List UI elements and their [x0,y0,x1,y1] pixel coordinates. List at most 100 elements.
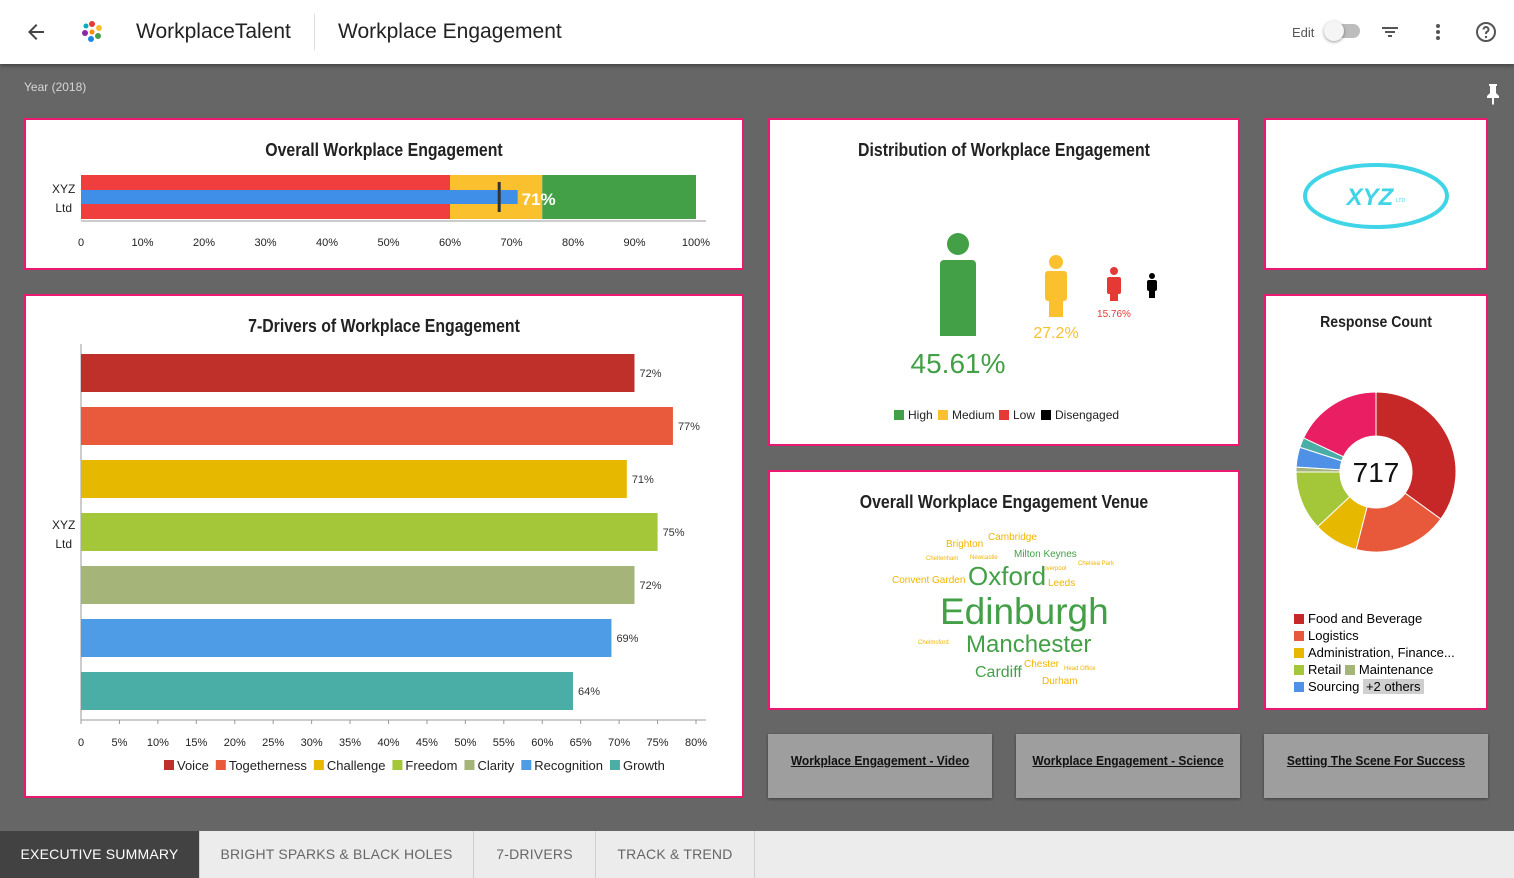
donut-slice [1375,391,1457,520]
person-low-icon [1107,267,1121,301]
x-tick-label: 70% [500,237,522,249]
legend-swatch [313,760,324,770]
x-tick-label: 20% [224,737,246,749]
pin-icon[interactable] [1484,83,1502,105]
tab-7-drivers[interactable]: 7-DRIVERS [474,831,596,878]
legend-label: Maintenance [1358,662,1434,677]
tab-executive-summary[interactable]: EXECUTIVE SUMMARY [0,831,200,878]
word-leeds: Leeds [1048,578,1075,589]
x-tick-label: 90% [623,237,645,249]
tab-bright-sparks[interactable]: BRIGHT SPARKS & BLACK HOLES [200,831,474,878]
overall-row-label: XYZ Ltd [52,180,75,218]
word-cardiff: Cardiff [975,664,1022,681]
x-tick-label: 0 [78,737,84,749]
word-cheltenham: Cheltenham [926,556,958,562]
logo-card: XYZ LTD [1264,118,1488,270]
legend-label: Clarity [477,758,514,773]
bar-value-label: 72% [640,368,662,380]
word-manchester: Manchester [966,631,1091,658]
help-icon[interactable] [1474,20,1498,44]
legend-label: Retail [1308,662,1342,677]
legend-label: Food and Beverage [1308,611,1423,626]
x-tick-label: 75% [647,737,669,749]
overall-bullet-chart: 71% 0 10% 20% 30% 40% 50% 60% 70% 80% 90% 100% [78,175,710,249]
x-tick-label: 10% [147,737,169,749]
band [542,175,696,219]
more-others-button[interactable]: +2 others [1362,679,1424,694]
tab-track-trend[interactable]: TRACK & TREND [596,831,755,878]
x-tick-label: 60% [531,737,553,749]
legend-label: Voice [177,758,209,773]
low-value-label: 15.76% [1097,309,1131,320]
bar-growth [81,672,573,710]
overall-row-label-line2: Ltd [55,201,72,215]
x-tick-label: 5% [111,737,127,749]
response-legend-item: Logistics [1294,627,1455,644]
x-tick-label: 15% [185,737,207,749]
bar-voice [81,354,635,392]
bar-value-label: 77% [678,421,700,433]
distribution-title: Distribution of Workplace Engagement [858,140,1150,160]
response-legend: Food and Beverage Logistics Administrati… [1294,610,1455,695]
word-brighton: Brighton [946,539,983,550]
top-bar: WorkplaceTalent Workplace Engagement Edi… [0,0,1514,64]
x-tick-label: 65% [570,737,592,749]
filter-icon[interactable] [1378,20,1402,44]
drivers-row-label: XYZ Ltd [52,516,76,554]
venue-title: Overall Workplace Engagement Venue [859,492,1149,512]
xyz-logo: XYZ LTD [1303,163,1449,229]
science-link-card[interactable]: Workplace Engagement - Science [1016,734,1240,798]
word-milton-keynes: Milton Keynes [1014,549,1077,560]
legend-low-label: Low [1013,408,1036,422]
legend-medium-label: Medium [952,408,995,422]
venue-word-cloud: Cambridge Brighton Cheltenham Newcastle … [892,532,1115,687]
bar-freedom [81,513,658,551]
legend-label: Challenge [327,758,386,773]
distribution-card: Distribution of Workplace Engagement 45.… [768,118,1240,446]
donut-total: 717 [1353,457,1400,488]
bar-value-label: 64% [578,686,600,698]
x-tick-label: 80% [685,737,707,749]
science-link[interactable]: Workplace Engagement - Science [1032,753,1224,768]
word-head-office: Head Office [1064,666,1096,672]
legend-swatch [609,760,620,770]
legend-swatch [215,760,226,770]
high-value-label: 45.61% [911,348,1006,379]
legend-label: Growth [623,758,665,773]
logo-subtext: LTD [1396,198,1405,204]
x-tick-label: 80% [562,237,584,249]
person-medium-icon [1045,255,1067,317]
overall-engagement-title: Overall Workplace Engagement [265,140,503,160]
bar-togetherness [81,407,673,445]
bar-recognition [81,619,612,657]
edit-label: Edit [1292,25,1315,40]
x-tick-label: 50% [377,237,399,249]
word-newcastle: Newcastle [970,555,998,561]
x-tick-label: 45% [416,737,438,749]
legend-label: Freedom [405,758,457,773]
response-donut-chart: 717 [1295,391,1457,553]
target-marker [497,182,501,212]
legend-label: Logistics [1308,628,1359,643]
word-convent-garden: Convent Garden [892,575,965,586]
drivers-row-label-line2: Ltd [55,537,72,551]
video-link-card[interactable]: Workplace Engagement - Video [768,734,992,798]
word-chester: Chester [1024,659,1060,670]
person-disengaged-icon [1147,273,1157,298]
bar-challenge [81,460,627,498]
success-link[interactable]: Setting The Scene For Success [1286,753,1466,768]
success-link-card[interactable]: Setting The Scene For Success [1264,734,1488,798]
distribution-chart: 45.61% 27.2% 15.76% [911,233,1157,379]
year-filter[interactable]: Year (2018) [24,80,87,94]
edit-toggle[interactable] [1324,21,1360,41]
drivers-row-label-line1: XYZ [52,518,76,532]
back-arrow-icon[interactable] [24,20,48,44]
x-tick-label: 10% [131,237,153,249]
legend-swatch [392,760,403,770]
video-link[interactable]: Workplace Engagement - Video [790,753,970,768]
word-chelmsford: Chelmsford [918,640,949,646]
more-vert-icon[interactable] [1426,20,1450,44]
app-logo-icon [82,21,102,42]
bar-clarity [81,566,635,604]
drivers-title: 7-Drivers of Workplace Engagement [248,316,520,336]
